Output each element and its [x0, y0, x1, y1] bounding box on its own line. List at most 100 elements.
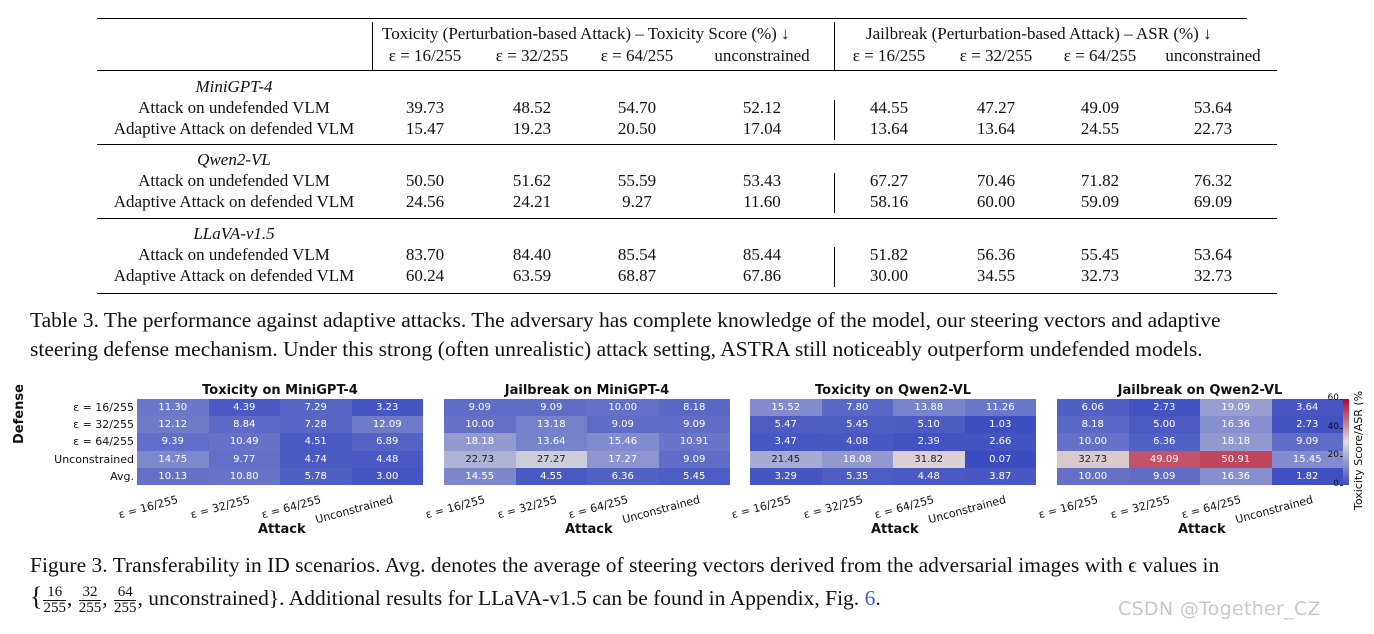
column-divider-mid-body-2 — [834, 173, 835, 213]
heatmap-grid: 11.30 4.39 7.29 3.23 12.12 8.84 7.28 12.09 9.39 1… — [137, 399, 423, 485]
colorbar-tick — [1340, 427, 1343, 429]
table-caption: Table 3. The performance against adaptiv… — [30, 306, 1360, 364]
heatmap-cell: 4.74 — [280, 450, 352, 468]
heatmap-grid: 6.06 2.73 19.09 3.64 8.18 5.00 16.36 2.73 10.00 6… — [1057, 399, 1343, 485]
table-cell: 20.50 — [617, 119, 657, 138]
heatmap-cell: 9.09 — [658, 416, 730, 434]
table-cell: 53.64 — [1193, 245, 1233, 264]
colorbar-label: Toxicity Score/ASR (% — [1352, 390, 1365, 510]
heatmap-cell: 17.27 — [587, 450, 659, 468]
model-name: MiniGPT-4 — [195, 77, 273, 96]
heatmap-cell: 50.91 — [1200, 450, 1272, 468]
heatmap-cell: 16.36 — [1200, 416, 1272, 434]
table-cell: 47.27 — [976, 98, 1016, 117]
column-divider-mid — [834, 22, 835, 70]
table-cell: 76.32 — [1193, 171, 1233, 190]
row-label: Adaptive Attack on defended VLM — [113, 266, 355, 285]
table-cell: 15.47 — [405, 119, 445, 138]
table-header-rule — [97, 70, 1277, 71]
heatmap-cell: 3.47 — [750, 433, 822, 451]
heatmap-cell: 13.88 — [893, 399, 965, 417]
heatmap-cell: 18.18 — [1200, 433, 1272, 451]
x-axis-label: Attack — [565, 522, 613, 537]
row-label: Attack on undefended VLM — [138, 171, 330, 190]
table-cell: 49.09 — [1080, 98, 1120, 117]
heatmap-cell: 5.45 — [658, 467, 730, 485]
column-divider-left — [372, 22, 373, 70]
table-cell: 71.82 — [1080, 171, 1120, 190]
heatmap-cell: 14.55 — [444, 467, 516, 485]
heatmap-cell: 5.35 — [821, 467, 893, 485]
heatmap-cell: 4.55 — [515, 467, 587, 485]
table-cell: 11.60 — [743, 192, 781, 211]
heatmap-row-label: Unconstrained — [54, 452, 134, 466]
heatmap-cell: 15.45 — [1271, 450, 1343, 468]
sub-header-8: unconstrained — [1165, 46, 1261, 65]
heatmap-cell: 13.64 — [515, 433, 587, 451]
x-axis-label: Attack — [871, 522, 919, 537]
table-cell: 13.64 — [869, 119, 909, 138]
heatmap-cell: 2.66 — [964, 433, 1036, 451]
heatmap-row-label: Avg. — [110, 469, 134, 483]
table-cell: 51.82 — [869, 245, 909, 264]
heatmap-cell: 49.09 — [1128, 450, 1200, 468]
heatmap-cell: 13.18 — [515, 416, 587, 434]
table-cell: 70.46 — [976, 171, 1016, 190]
table-bottom-rule — [97, 293, 1277, 294]
heatmap-cell: 3.29 — [750, 467, 822, 485]
table-cell: 24.56 — [405, 192, 445, 211]
heatmap-cell: 10.91 — [658, 433, 730, 451]
heatmap-cell: 4.08 — [821, 433, 893, 451]
sub-header-5: ε = 16/255 — [852, 46, 926, 65]
table-cell: 22.73 — [1193, 119, 1233, 138]
heatmap-cell: 7.29 — [280, 399, 352, 417]
colorbar-tick-label: 20 — [1327, 450, 1339, 461]
heatmap-cell: 4.39 — [208, 399, 280, 417]
table-cell: 44.55 — [869, 98, 909, 117]
heatmap-cell: 1.03 — [964, 416, 1036, 434]
heatmap-cell: 21.45 — [750, 450, 822, 468]
table-cell: 53.43 — [742, 171, 782, 190]
heatmap-cell: 10.00 — [1057, 433, 1129, 451]
x-axis-label: Attack — [258, 522, 306, 537]
heatmap-cell: 31.82 — [893, 450, 965, 468]
heatmap-cell: 15.52 — [750, 399, 822, 417]
heatmap-cell: 16.36 — [1200, 467, 1272, 485]
colorbar — [1343, 399, 1349, 485]
heatmap-row-label: ε = 32/255 — [73, 418, 134, 432]
sub-header-6: ε = 32/255 — [959, 46, 1033, 65]
heatmap-cell: 10.00 — [1057, 467, 1129, 485]
heatmap-row-label: ε = 16/255 — [73, 401, 134, 414]
heatmap-cell: 7.28 — [280, 416, 352, 434]
fraction-32: 32 255 — [78, 583, 102, 616]
fraction-64: 64 255 — [113, 583, 137, 616]
table-cell: 50.50 — [405, 171, 445, 190]
colorbar-tick-label: 0 — [1333, 479, 1339, 489]
caption-end: . — [875, 586, 881, 610]
table-cell: 24.55 — [1080, 119, 1120, 138]
heatmap-cell: 0.07 — [964, 450, 1036, 468]
heatmap-cell: 9.09 — [515, 399, 587, 417]
results-table: Toxicity (Perturbation-based Attack) – T… — [0, 0, 1374, 300]
sub-header-3: ε = 64/255 — [600, 46, 674, 65]
table-cell: 60.00 — [976, 192, 1016, 211]
table-cell: 17.04 — [742, 119, 782, 138]
heatmap-cell: 5.00 — [1128, 416, 1200, 434]
figure-reference-link[interactable]: 6 — [864, 586, 876, 610]
table-cell: 54.70 — [617, 98, 657, 117]
table-cell: 32.73 — [1193, 266, 1233, 285]
sub-header-1: ε = 16/255 — [388, 46, 462, 65]
table-top-rule — [97, 18, 1247, 19]
heatmap-cell: 9.09 — [658, 450, 730, 468]
table-cell: 60.24 — [405, 266, 445, 285]
fraction-16: 16 255 — [43, 583, 66, 616]
heatmap-cell: 7.80 — [821, 399, 893, 417]
heatmap-row-label: ε = 64/255 — [73, 435, 134, 449]
table-cell: 56.36 — [976, 245, 1016, 264]
table-cell: 55.45 — [1080, 245, 1120, 264]
heatmap-title: Jailbreak on MiniGPT-4 — [504, 383, 670, 398]
table-cell: 53.64 — [1193, 98, 1233, 117]
heatmap-cell: 27.27 — [515, 450, 587, 468]
heatmap-cell: 5.10 — [893, 416, 965, 434]
table-caption-line-1: Table 3. The performance against adaptiv… — [30, 308, 1221, 332]
